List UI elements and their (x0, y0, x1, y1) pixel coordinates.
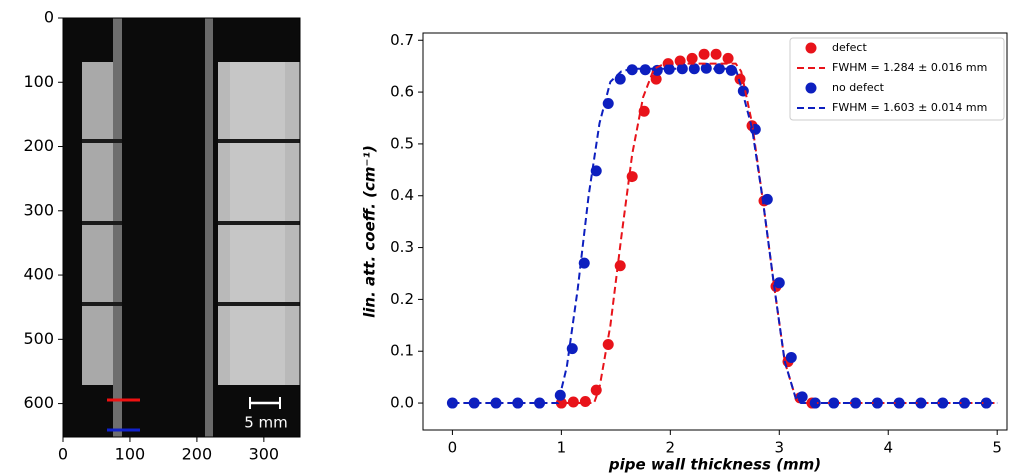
y-tick-label: 0 (44, 8, 54, 27)
data-point (578, 257, 590, 269)
data-point (626, 64, 638, 76)
y-tick-label: 300 (23, 200, 54, 219)
data-point (698, 48, 710, 60)
y-tick-label: 500 (23, 329, 54, 348)
legend-label: FWHM = 1.603 ± 0.014 mm (832, 101, 987, 114)
x-tick-label: 0 (448, 439, 458, 457)
radiograph (63, 18, 300, 437)
data-point (686, 52, 698, 64)
x-tick-label: 1 (557, 439, 567, 457)
x-tick-label: 5 (992, 439, 1002, 457)
data-point (663, 63, 675, 75)
data-point (796, 391, 808, 403)
data-point (490, 397, 502, 409)
fit-line (452, 62, 998, 405)
y-axis-label: lin. att. coeff. (cm⁻¹) (361, 145, 379, 318)
y-tick-label: 0.7 (390, 31, 414, 49)
data-point (639, 64, 651, 76)
legend-marker (805, 82, 817, 94)
data-point (761, 193, 773, 205)
y-tick-label: 0.3 (390, 238, 414, 256)
y-tick-label: 0.5 (390, 134, 414, 152)
x-axis-label: pipe wall thickness (mm) (608, 456, 821, 474)
data-point (785, 351, 797, 363)
y-tick-label: 100 (23, 72, 54, 91)
x-tick-label: 100 (115, 445, 146, 464)
data-point (534, 397, 546, 409)
legend-label: no defect (832, 81, 885, 94)
y-tick-label: 0.6 (390, 83, 414, 101)
data-point (651, 64, 663, 76)
scale-label: 5 mm (244, 414, 288, 432)
x-tick-label: 2 (666, 439, 676, 457)
legend-label: defect (832, 41, 867, 54)
y-tick-label: 200 (23, 136, 54, 155)
y-tick-label: 0.1 (390, 342, 414, 360)
data-point (602, 338, 614, 350)
data-point (579, 395, 591, 407)
legend-label: FWHM = 1.284 ± 0.016 mm (832, 61, 987, 74)
x-tick-label: 200 (182, 445, 213, 464)
data-point (710, 48, 722, 60)
data-point (468, 397, 480, 409)
plot-frame (422, 32, 1008, 431)
x-tick-label: 0 (58, 445, 68, 464)
data-point (722, 52, 734, 64)
legend-box (789, 37, 1005, 121)
y-tick-label: 400 (23, 265, 54, 284)
data-point (650, 73, 662, 85)
x-tick-label: 4 (883, 439, 893, 457)
legend-marker (805, 42, 817, 54)
data-point (512, 397, 524, 409)
data-point (773, 277, 785, 289)
x-tick-label: 3 (775, 439, 785, 457)
fit-line (452, 67, 998, 405)
y-tick-label: 0.2 (390, 290, 414, 308)
data-point (725, 64, 737, 76)
y-tick-label: 600 (23, 393, 54, 412)
y-tick-label: 0.4 (390, 186, 414, 204)
data-point (567, 396, 579, 408)
y-tick-label: 0.0 (390, 394, 414, 412)
image-frame (62, 17, 301, 438)
x-tick-label: 300 (249, 445, 280, 464)
